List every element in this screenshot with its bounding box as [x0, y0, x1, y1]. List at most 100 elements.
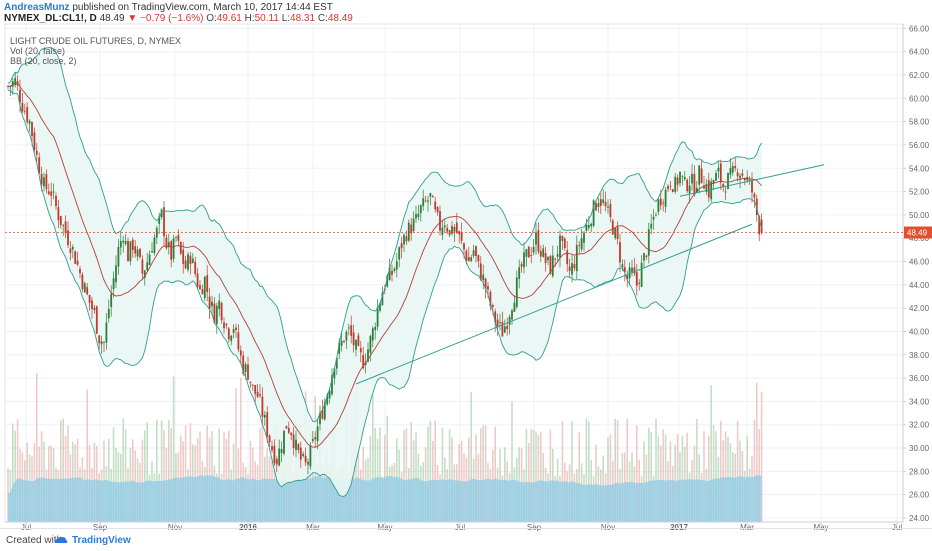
high-label: H:: [244, 13, 255, 24]
candle-body: [158, 216, 161, 224]
candle-body: [621, 264, 624, 268]
volume-bar: [228, 430, 230, 522]
candle-body: [499, 322, 501, 323]
volume-bar: [146, 422, 148, 522]
volume-bar: [235, 387, 237, 522]
volume-bar: [676, 434, 679, 522]
candle-body: [626, 275, 629, 280]
candle-body: [657, 199, 660, 212]
candle-body: [439, 211, 441, 231]
candle-body: [376, 307, 379, 327]
candle-body: [429, 193, 432, 197]
time-tick-label: Nov: [168, 523, 182, 532]
candle-body: [523, 252, 525, 268]
price-tick-label: 50.00: [909, 211, 930, 220]
candle-body: [518, 267, 521, 279]
candle-body: [751, 181, 753, 193]
candle-body: [403, 234, 405, 245]
created-with-text: Created with: [6, 535, 63, 546]
candle-body: [103, 342, 105, 343]
candle-body: [482, 274, 485, 281]
candle-body: [405, 236, 408, 242]
open-value: 49.61: [216, 13, 242, 24]
price-tick-label: 40.00: [909, 327, 930, 336]
volume-bar: [662, 429, 664, 522]
tradingview-brand-link[interactable]: TradingView: [72, 535, 131, 546]
price-tick-label: 36.00: [909, 374, 930, 383]
candle-body: [314, 437, 317, 440]
volume-bar: [163, 429, 165, 522]
candle-body: [271, 446, 273, 451]
candle-body: [395, 261, 398, 270]
price-tick-label: 58.00: [909, 118, 930, 127]
candle-body: [398, 247, 401, 260]
candle-body: [213, 303, 216, 323]
time-tick-label: Nov: [601, 523, 615, 532]
candle-body: [225, 323, 228, 326]
candle-body: [705, 184, 708, 192]
candle-body: [539, 250, 542, 257]
chart-header: AndreasMunz published on TradingView.com…: [0, 0, 932, 24]
candle-body: [67, 230, 69, 246]
volume-bar: [386, 415, 388, 522]
candle-body: [669, 185, 672, 187]
candle-body: [758, 216, 761, 235]
candle-body: [655, 214, 657, 216]
candle-body: [374, 326, 377, 331]
candle-body: [734, 165, 737, 169]
candle-body: [436, 207, 439, 213]
candle-body: [446, 227, 449, 232]
volume-bar: [218, 428, 220, 522]
candle-body: [496, 319, 499, 327]
volume-bar: [410, 422, 412, 522]
candle-body: [671, 189, 674, 193]
candle-body: [266, 412, 269, 437]
volume-bar: [475, 434, 477, 522]
candle-body: [537, 230, 540, 252]
candle-body: [614, 228, 617, 238]
candlesticks: [7, 72, 763, 475]
candle-body: [506, 325, 509, 330]
volume-bar: [511, 401, 513, 522]
volume-bar: [609, 434, 612, 522]
candle-body: [451, 225, 453, 234]
symbol-label[interactable]: NYMEX_DL:CL1!, D: [4, 13, 97, 24]
candle-body: [371, 328, 374, 341]
volume-bar: [468, 437, 470, 522]
volume-bar: [172, 376, 175, 522]
volume-bar: [525, 428, 528, 522]
candle-body: [362, 355, 365, 369]
time-tick-label: Jul: [455, 523, 465, 532]
author-link[interactable]: AndreasMunz: [4, 2, 70, 13]
candle-body: [62, 224, 65, 226]
candle-body: [595, 203, 597, 211]
volume-bar: [144, 430, 146, 522]
volume-bar: [470, 391, 472, 522]
volume-bar: [124, 429, 127, 522]
price-tick-label: 24.00: [909, 514, 930, 523]
candle-body: [508, 316, 511, 325]
close-value: 48.49: [327, 13, 353, 24]
candle-body: [693, 173, 696, 195]
last-price-label: 48.49: [907, 229, 928, 238]
price-tick-label: 56.00: [909, 141, 930, 150]
candle-body: [76, 260, 79, 265]
close-label: C:: [317, 13, 328, 24]
legend-bollinger[interactable]: BB (20, close, 2): [10, 56, 77, 66]
candle-body: [434, 201, 437, 210]
candle-body: [347, 327, 350, 329]
candle-body: [232, 329, 235, 333]
volume-ma: [8, 474, 762, 522]
volume-bar: [403, 430, 405, 522]
candle-body: [268, 435, 271, 443]
candle-body: [203, 276, 206, 298]
candle-body: [563, 238, 566, 249]
legend-volume[interactable]: Vol (20, false): [10, 46, 66, 56]
volume-bar: [36, 372, 38, 522]
volume-bar: [67, 425, 69, 522]
candle-body: [717, 167, 720, 172]
candle-body: [172, 238, 175, 259]
candle-body: [31, 122, 33, 137]
candle-body: [33, 132, 36, 150]
